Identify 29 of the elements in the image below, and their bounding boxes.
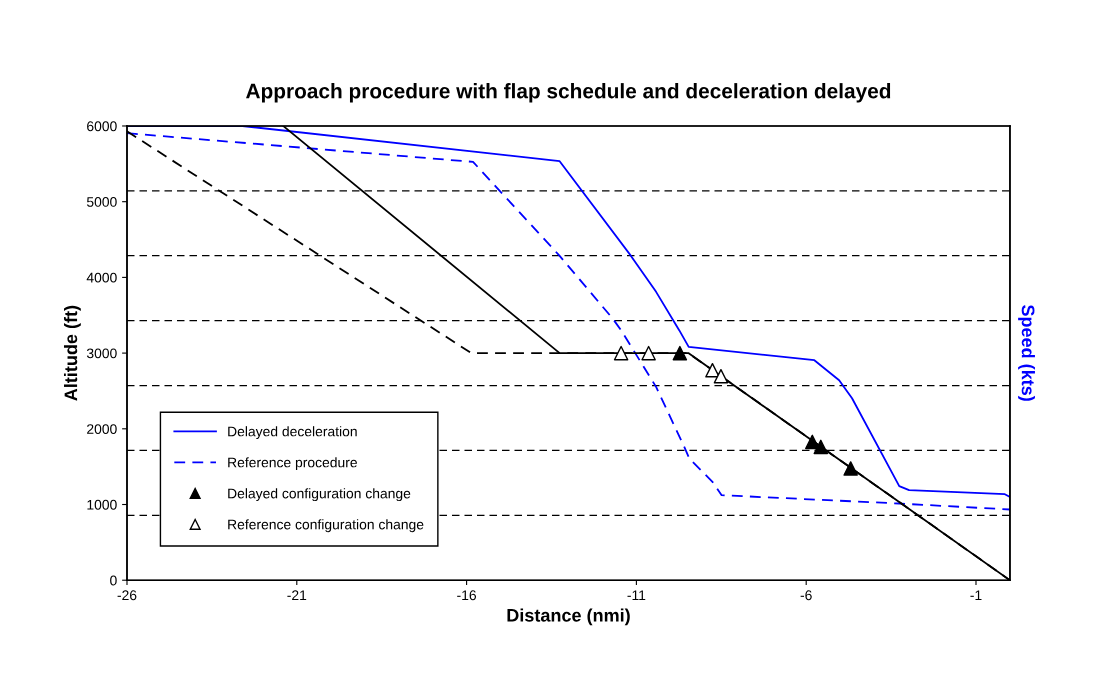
legend-label: Delayed configuration change [228,488,411,502]
y-axis-title: Altitude (ft) [63,305,81,401]
chart-title: Approach procedure with flap schedule and deceleration delayed [246,83,891,103]
y-tick-label: 3000 [86,348,117,359]
x-tick-label: -6 [800,590,812,601]
point [672,345,688,361]
point [641,345,656,361]
x-axis-title: Distance (nmi) [507,608,630,626]
legend-label: Delayed deceleration [228,426,357,440]
legend-label: Reference procedure [228,457,357,471]
point [843,461,858,476]
y-tick-label: 0 [110,575,117,586]
x-tick-label: -11 [627,590,646,600]
x-tick-label: -26 [117,590,137,601]
point [713,368,729,384]
point [813,439,829,455]
x-tick-label: -21 [287,590,307,600]
x-tick-label: -16 [457,590,477,601]
x-tick-label: -1 [970,590,982,600]
y-tick-label: 6000 [87,121,117,132]
point [705,362,720,378]
y-tick-label: 1000 [87,499,117,510]
y-tick-label: 2000 [87,424,117,434]
point [805,434,820,450]
point [613,345,629,361]
y-tick-label: 4000 [86,272,117,283]
y2-axis-title: Speed (kts) [1018,304,1035,401]
y-tick-label: 5000 [86,197,117,207]
legend-label: Reference configuration change [228,519,424,533]
